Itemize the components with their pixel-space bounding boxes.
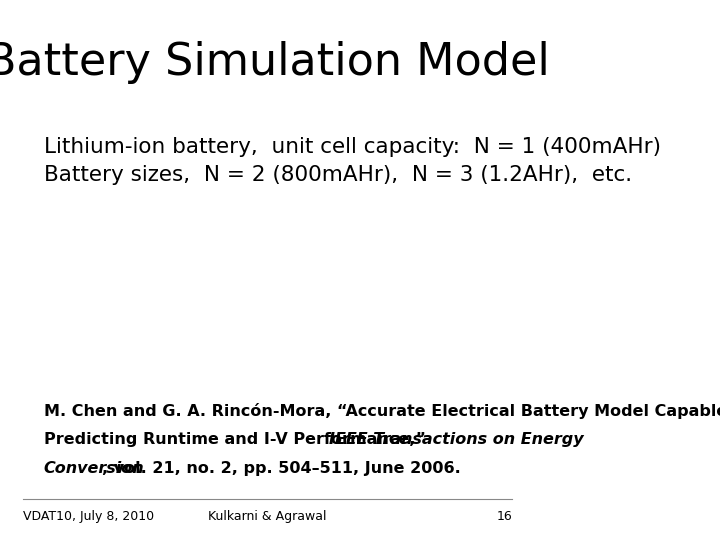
Text: Lithium-ion battery,  unit cell capacity:  N = 1 (400mAHr)
Battery sizes,  N = 2: Lithium-ion battery, unit cell capacity:… — [43, 137, 660, 185]
Text: Kulkarni & Agrawal: Kulkarni & Agrawal — [208, 510, 327, 523]
Text: M. Chen and G. A. Rincón-Mora, “Accurate Electrical Battery Model Capable of: M. Chen and G. A. Rincón-Mora, “Accurate… — [43, 403, 720, 419]
Text: Conversion: Conversion — [43, 461, 144, 476]
Text: , vol. 21, no. 2, pp. 504–511, June 2006.: , vol. 21, no. 2, pp. 504–511, June 2006… — [102, 461, 461, 476]
Text: 16: 16 — [497, 510, 512, 523]
Text: IEEE Transactions on Energy: IEEE Transactions on Energy — [329, 432, 583, 447]
Text: Predicting Runtime and I-V Performance,”: Predicting Runtime and I-V Performance,” — [43, 432, 431, 447]
Text: Battery Simulation Model: Battery Simulation Model — [0, 42, 549, 84]
Text: VDAT10, July 8, 2010: VDAT10, July 8, 2010 — [22, 510, 154, 523]
